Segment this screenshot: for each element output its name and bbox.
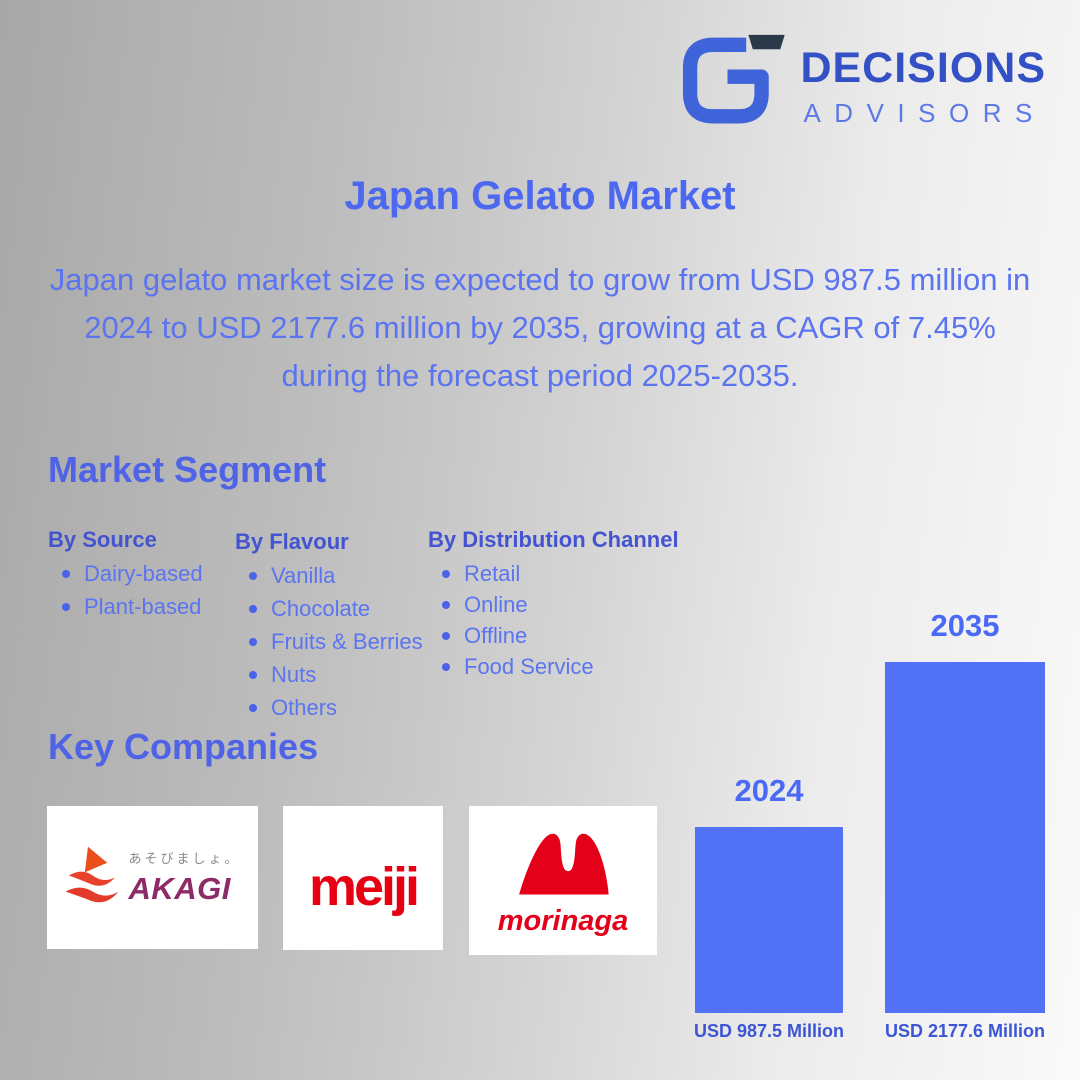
morinaga-m-icon [519,833,609,895]
list-item-label: Food Service [464,654,594,679]
bullet-icon [249,572,257,580]
akagi-wordmark: AKAGI [128,871,231,906]
decisions-advisors-g-icon [678,30,788,130]
bullet-icon [442,663,450,671]
page-title: Japan Gelato Market [344,174,736,218]
meiji-wordmark: meiji [308,857,420,917]
bullet-icon [442,570,450,578]
list-item: Offline [442,623,683,649]
akagi-logo: あそびましょ。 AKAGI [64,840,240,916]
list-item: Food Service [442,654,683,680]
segment-group-by-distribution-channel: By Distribution Channel Retail Online Of… [428,527,683,685]
bar-year-label: 2035 [930,608,1000,643]
bullet-icon [62,603,70,611]
bar-2035 [885,662,1045,1013]
bullet-icon [62,570,70,578]
segment-group-list: Dairy-based Plant-based [48,561,233,620]
brand-name-secondary: ADVISORS [803,98,1046,129]
list-item-label: Nuts [271,662,317,687]
bullet-icon [249,605,257,613]
list-item-label: Plant-based [84,594,202,619]
morinaga-wordmark: morinaga [497,905,629,937]
list-item-label: Retail [464,561,521,586]
akagi-text: あそびましょ。 AKAGI [128,848,240,907]
list-item-label: Chocolate [271,596,371,621]
bar-year-label: 2024 [734,773,804,808]
list-item: Nuts [249,662,430,688]
list-item-label: Online [464,592,528,617]
bar-2024 [695,827,843,1013]
list-item-label: Dairy-based [84,561,203,586]
segment-group-title: By Distribution Channel [428,527,679,552]
market-segment-heading: Market Segment [48,449,327,490]
bullet-icon [249,671,257,679]
list-item-label: Fruits & Berries [271,629,423,654]
segment-group-title: By Flavour [235,529,349,554]
list-item: Plant-based [62,594,233,620]
akagi-mark-icon [66,846,119,902]
segment-group-title: By Source [48,527,157,552]
bar-value-label-2024: USD 987.5 Million [693,1021,845,1041]
list-item-label: Offline [464,623,528,648]
list-item: Retail [442,561,683,587]
list-item: Dairy-based [62,561,233,587]
bar-group-2035: 2035 [885,608,1045,1013]
list-item: Others [249,695,430,721]
segment-group-list: Vanilla Chocolate Fruits & Berries Nuts … [235,563,430,721]
bullet-icon [442,601,450,609]
akagi-tagline: あそびましょ。 [128,851,241,866]
list-item: Chocolate [249,596,430,622]
list-item: Online [442,592,683,618]
morinaga-logo: morinaga [497,827,629,938]
bullet-icon [249,704,257,712]
segment-group-by-source: By Source Dairy-based Plant-based [48,527,233,627]
segment-group-by-flavour: By Flavour Vanilla Chocolate Fruits & Be… [235,529,430,728]
market-summary-text: Japan gelato market size is expected to … [49,262,1031,393]
bar-group-2024: 2024 [695,773,843,1013]
bar-value-label-2035: USD 2177.6 Million [884,1021,1046,1041]
list-item-label: Others [271,695,338,720]
list-item: Vanilla [249,563,430,589]
list-item-label: Vanilla [271,563,336,588]
company-card-meiji: meiji [283,806,443,950]
brand-logo: DECISIONS ADVISORS [678,30,1046,130]
list-item: Fruits & Berries [249,629,430,655]
brand-name-primary: DECISIONS [800,44,1046,92]
segment-group-list: Retail Online Offline Food Service [428,561,683,680]
key-companies-heading: Key Companies [48,726,319,767]
company-card-akagi: あそびましょ。 AKAGI [47,806,258,949]
brand-name: DECISIONS ADVISORS [800,44,1046,129]
bullet-icon [442,632,450,640]
company-card-morinaga: morinaga [469,806,657,955]
bullet-icon [249,638,257,646]
